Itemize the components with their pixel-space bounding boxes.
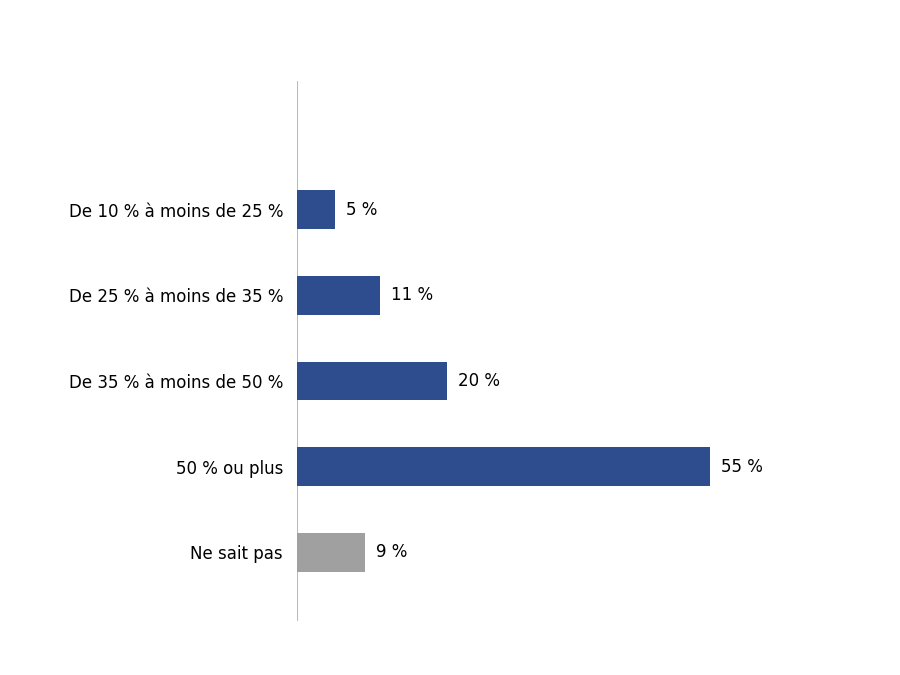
Text: 20 %: 20 %: [458, 372, 500, 390]
Text: 9 %: 9 %: [376, 543, 407, 562]
Bar: [297, 533, 364, 572]
Text: 11 %: 11 %: [391, 286, 433, 304]
Bar: [297, 276, 380, 315]
Bar: [297, 448, 709, 486]
Bar: [297, 362, 447, 400]
Text: 55 %: 55 %: [721, 458, 762, 476]
Text: 5 %: 5 %: [346, 200, 377, 219]
Bar: [297, 190, 335, 229]
